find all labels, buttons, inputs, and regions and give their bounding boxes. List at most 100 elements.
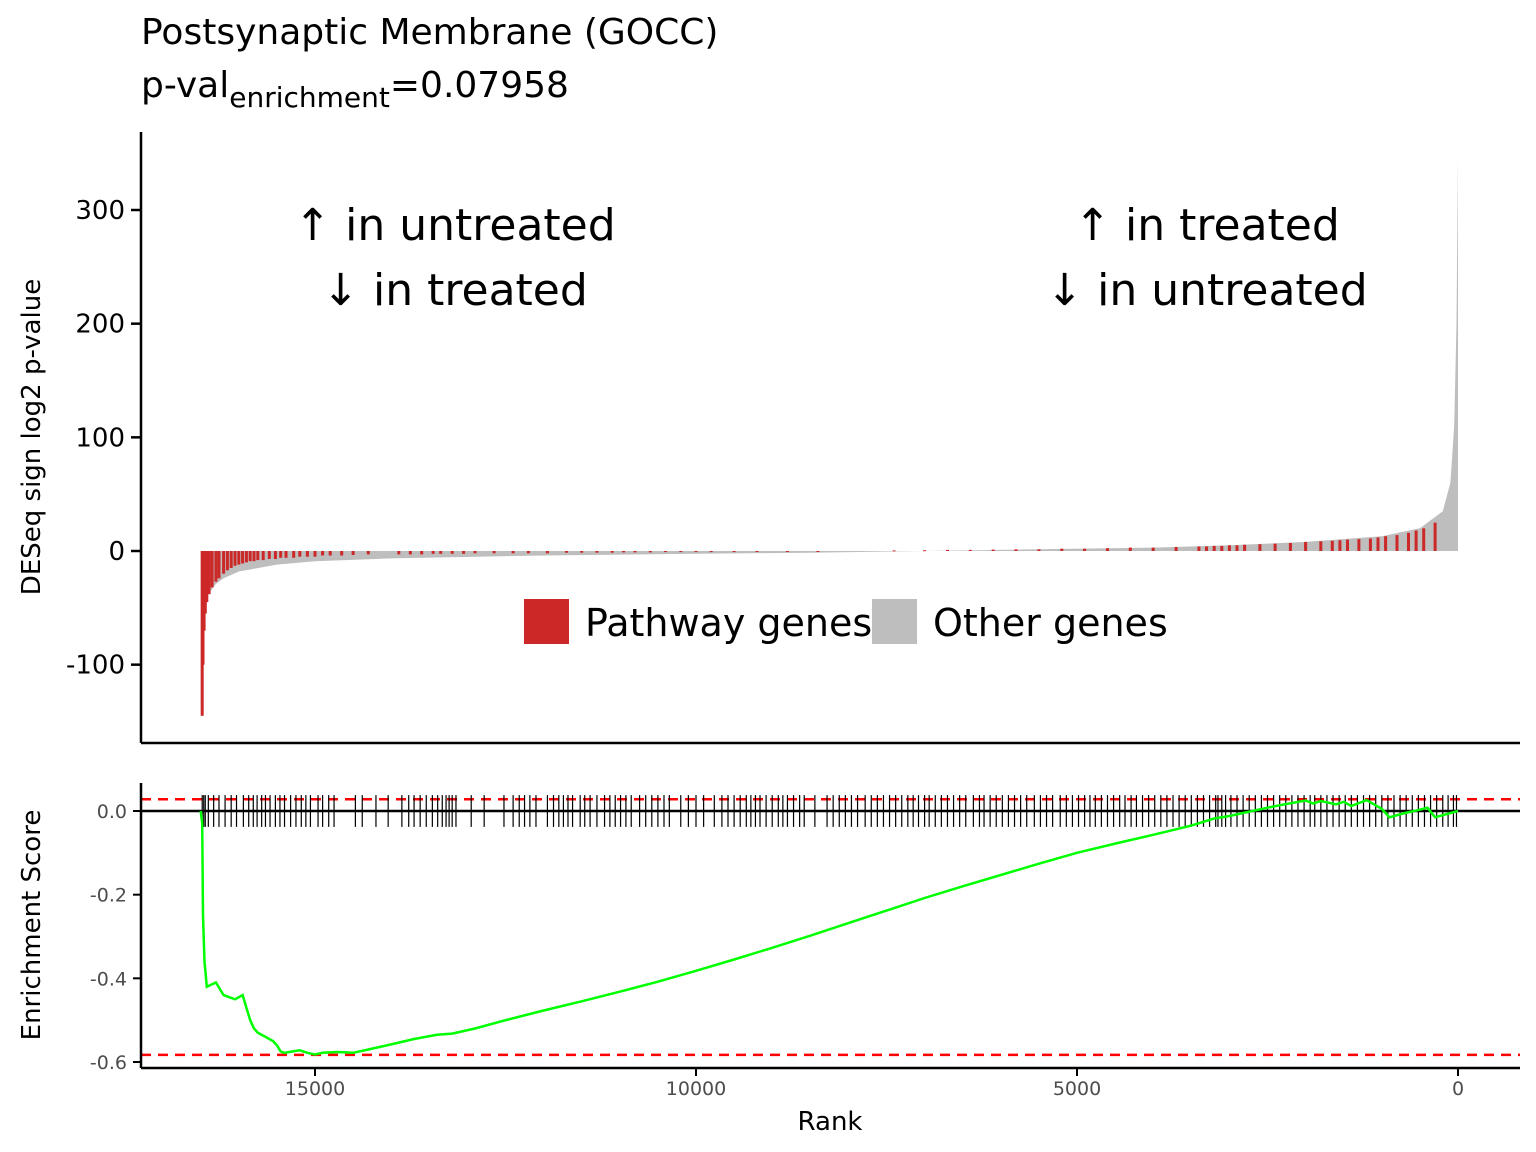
legend-swatch-other bbox=[872, 599, 917, 644]
pathway-gene-bar bbox=[1014, 549, 1018, 551]
pathway-gene-bar bbox=[511, 551, 515, 554]
bottom-x-tick-label: 5000 bbox=[1053, 1078, 1101, 1100]
pathway-gene-bar bbox=[284, 551, 288, 558]
top-y-axis-label: DESeq sign log2 p-value bbox=[17, 279, 47, 595]
pathway-gene-bar bbox=[273, 551, 277, 559]
pathway-gene-bar bbox=[580, 551, 584, 553]
bottom-x-axis-label: Rank bbox=[798, 1107, 863, 1137]
bottom-x-tick-label: 10000 bbox=[666, 1078, 726, 1100]
bottom-x-tick-label: 15000 bbox=[285, 1078, 345, 1100]
pathway-gene-bar bbox=[340, 551, 344, 556]
pathway-gene-bar bbox=[210, 551, 214, 588]
chart-title: Postsynaptic Membrane (GOCC) bbox=[141, 12, 718, 53]
pathway-gene-bar bbox=[664, 551, 667, 553]
pathway-gene-bar bbox=[1304, 541, 1308, 551]
pathway-gene-bar bbox=[225, 551, 229, 571]
pathway-gene-bar bbox=[420, 551, 424, 555]
pathway-gene-bar bbox=[633, 551, 637, 553]
pathway-gene-bar bbox=[328, 551, 332, 556]
bottom-panel: -0.6 -0.4 -0.2 0.0 15000 10000 5000 0 Enrichme… bbox=[17, 783, 1520, 1137]
pathway-gene-bar bbox=[991, 549, 995, 551]
pathway-gene-bar bbox=[1227, 545, 1231, 551]
legend-swatch-pathway bbox=[524, 599, 569, 644]
top-y-ticks: -100 0 100 200 300 bbox=[66, 196, 141, 681]
pathway-gene-bar bbox=[252, 551, 256, 562]
pathway-gene-bar bbox=[244, 551, 248, 563]
pathway-gene-bar bbox=[1174, 547, 1178, 551]
pathway-gene-bar bbox=[610, 551, 614, 553]
pathway-gene-bar bbox=[622, 551, 626, 553]
bottom-y-tick-label: -0.2 bbox=[90, 885, 127, 907]
pathway-gene-bar bbox=[267, 551, 271, 559]
legend-label-pathway: Pathway genes bbox=[585, 601, 872, 645]
running-enrichment-score-line bbox=[199, 798, 1459, 1056]
pathway-gene-bar bbox=[450, 551, 454, 554]
pathway-gene-bar bbox=[1220, 545, 1224, 551]
pathway-gene-bar bbox=[732, 551, 736, 553]
pathway-gene-bar bbox=[1037, 549, 1041, 551]
pathway-gene-bar bbox=[1433, 522, 1437, 551]
pathway-gene-bar bbox=[366, 551, 370, 555]
pathway-gene-bar bbox=[492, 551, 496, 554]
pathway-gene-bar bbox=[816, 551, 820, 552]
pathway-gene-bar bbox=[1212, 545, 1216, 551]
annotation-left-line1: ↑ in untreated bbox=[294, 200, 615, 251]
bottom-y-tick-label: 0.0 bbox=[97, 801, 127, 823]
bottom-x-ticks: 15000 10000 5000 0 bbox=[285, 1068, 1464, 1100]
pathway-gene-bar bbox=[1060, 548, 1064, 551]
pathway-gene-bar bbox=[1151, 547, 1155, 551]
pathway-gene-bar bbox=[968, 549, 972, 551]
pathway-gene-bar bbox=[1407, 532, 1410, 551]
pathway-gene-bar bbox=[1395, 535, 1399, 551]
legend-label-other: Other genes bbox=[933, 601, 1168, 645]
pathway-gene-bar bbox=[229, 551, 233, 568]
annotation-right-line2: ↓ in untreated bbox=[1046, 265, 1367, 316]
pathway-gene-bar bbox=[648, 551, 652, 553]
pathway-gene-bar bbox=[431, 551, 435, 554]
top-y-tick-label: 0 bbox=[108, 537, 125, 567]
pathway-gene-bar bbox=[439, 551, 443, 554]
top-panel: -100 0 100 200 300 DESeq sign log2 p-value ↑… bbox=[17, 132, 1520, 745]
pathway-gene-bar bbox=[1205, 546, 1208, 551]
pathway-gene-bar bbox=[298, 551, 302, 557]
annotation-right-line1: ↑ in treated bbox=[1074, 200, 1340, 251]
pathway-gene-bar bbox=[946, 549, 949, 551]
bottom-y-ticks: -0.6 -0.4 -0.2 0.0 bbox=[90, 801, 141, 1074]
pathway-gene-bar bbox=[679, 551, 683, 553]
pathway-gene-bar bbox=[233, 551, 237, 566]
pathway-gene-bar bbox=[222, 551, 226, 574]
bottom-reference-lines bbox=[141, 798, 1520, 1057]
pathway-gene-bar bbox=[892, 550, 896, 552]
pathway-gene-bar bbox=[292, 551, 296, 558]
pathway-gene-bar bbox=[321, 551, 325, 556]
pathway-gene-bar bbox=[279, 551, 283, 558]
pathway-gene-bars bbox=[200, 522, 1437, 716]
pathway-gene-bar bbox=[1273, 543, 1277, 551]
pathway-gene-bar bbox=[785, 551, 789, 552]
pathway-gene-bar bbox=[694, 551, 698, 553]
bottom-y-axis-label: Enrichment Score bbox=[17, 810, 47, 1041]
top-y-tick-label: 200 bbox=[75, 310, 125, 340]
direction-annotations: ↑ in untreated ↓ in treated ↑ in treated… bbox=[294, 200, 1367, 316]
pathway-gene-bar bbox=[1357, 539, 1361, 551]
pathway-gene-bar bbox=[1083, 548, 1087, 551]
pathway-gene-bar bbox=[241, 551, 245, 564]
pathway-gene-bar bbox=[462, 551, 466, 554]
annotation-left-line2: ↓ in treated bbox=[322, 265, 588, 316]
bottom-y-tick-label: -0.4 bbox=[90, 968, 127, 990]
legend: Pathway genes Other genes bbox=[524, 599, 1168, 645]
pathway-gene-bar bbox=[237, 551, 241, 565]
pathway-gene-bar bbox=[545, 551, 549, 554]
pathway-gene-bar bbox=[248, 551, 252, 562]
pathway-gene-bar bbox=[1330, 540, 1334, 551]
pathway-gene-bar bbox=[207, 551, 211, 595]
chart-header: Postsynaptic Membrane (GOCC) p-valenrich… bbox=[141, 12, 718, 114]
pathway-gene-bar bbox=[256, 551, 260, 561]
pathway-gene-bar bbox=[595, 551, 599, 553]
pval-line: p-valenrichment=0.07958 bbox=[141, 65, 569, 114]
pval-subscript: enrichment bbox=[229, 81, 390, 114]
pathway-gene-bar bbox=[205, 551, 209, 603]
bottom-y-tick-label: -0.6 bbox=[90, 1052, 127, 1074]
pathway-gene-bar bbox=[1338, 540, 1342, 551]
pathway-gene-bar bbox=[473, 551, 477, 554]
